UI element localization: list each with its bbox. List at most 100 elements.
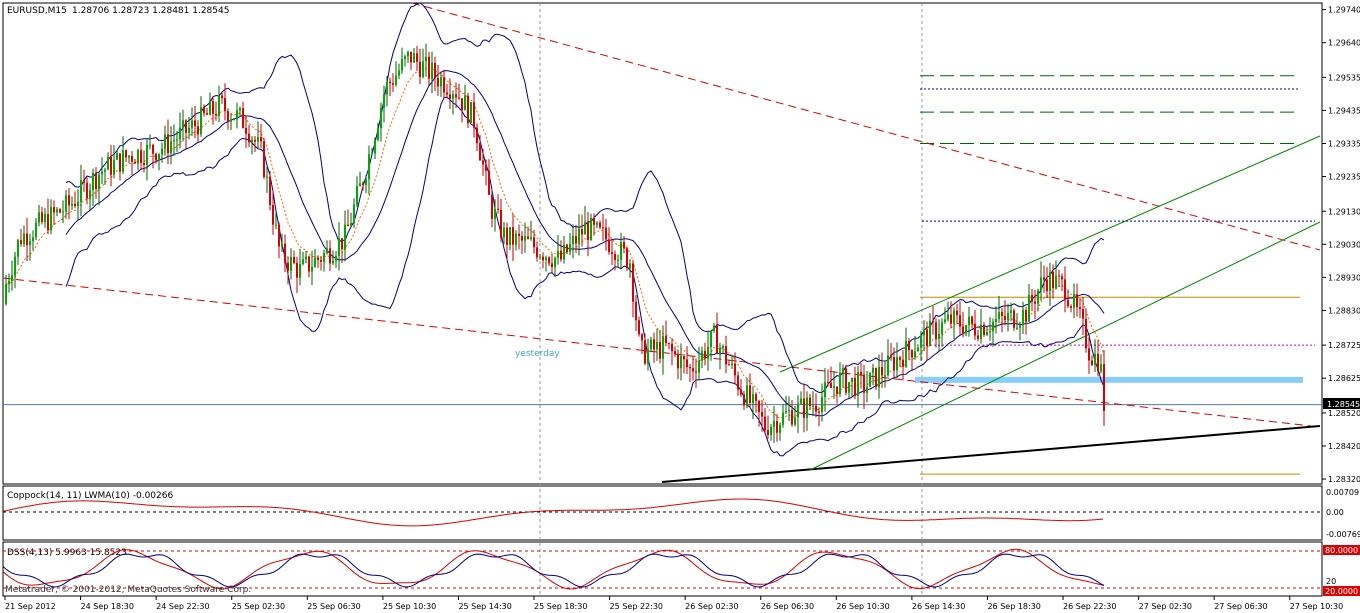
candle-body <box>575 236 577 244</box>
candle-body <box>875 367 877 388</box>
candle-body <box>275 224 277 226</box>
candle-body <box>797 403 799 418</box>
bollinger-middle-band <box>65 70 1105 417</box>
candle-body <box>914 351 916 358</box>
time-tick-label: 26 Sep 14:30 <box>912 602 965 611</box>
candle-body <box>455 94 457 98</box>
candle-body <box>980 324 982 339</box>
candle-body <box>587 222 589 240</box>
candle-body <box>305 256 307 260</box>
candle-body <box>95 173 97 190</box>
candle-body <box>878 366 880 388</box>
candle-body <box>104 169 106 172</box>
candle-body <box>530 237 532 239</box>
candle-body <box>146 145 148 165</box>
moving-average-line <box>5 67 1105 419</box>
candle-body <box>131 155 133 162</box>
candle-body <box>434 63 436 78</box>
candle-body <box>173 140 175 142</box>
candle-body <box>689 367 691 369</box>
candle-body <box>620 241 622 260</box>
candle-body <box>614 253 616 261</box>
candle-body <box>194 120 196 127</box>
candle-body <box>767 430 769 436</box>
candle-body <box>962 326 964 334</box>
candle-body <box>755 394 757 401</box>
dss-title: DSS(4,13) 5.9963 15.8523 <box>7 548 127 558</box>
current-price-label: 1.28545 <box>1327 400 1360 409</box>
candle-body <box>185 120 187 133</box>
candle-body <box>47 213 49 231</box>
price-tick-label: 1.29030 <box>1328 240 1360 249</box>
candle-body <box>578 229 580 244</box>
candle-body <box>635 301 637 321</box>
candle-body <box>299 264 301 278</box>
candle-body <box>386 81 388 95</box>
price-tick-label: 1.29535 <box>1328 73 1360 82</box>
candle-body <box>545 257 547 261</box>
candle-body <box>404 56 406 60</box>
candle-body <box>1091 360 1093 366</box>
candle-body <box>329 248 331 264</box>
candle-body <box>1079 307 1081 310</box>
candle-body <box>650 339 652 350</box>
candle-body <box>338 238 340 257</box>
candle-body <box>674 351 676 355</box>
candle-body <box>1088 348 1090 361</box>
candle-body <box>389 81 391 84</box>
candle-body <box>371 153 373 155</box>
coppock-axis-top: 0.00709 <box>1326 488 1359 497</box>
candle-body <box>119 153 121 172</box>
candle-body <box>887 355 889 376</box>
candle-body <box>44 213 46 222</box>
candle-body <box>140 150 142 163</box>
candle-body <box>989 331 991 333</box>
candle-body <box>503 227 505 238</box>
channel-lower-line <box>809 221 1321 471</box>
horizontal-levels <box>3 75 1322 475</box>
candle-body <box>629 263 631 269</box>
candle-body <box>941 322 943 334</box>
candle-body <box>482 160 484 165</box>
candle-body <box>944 319 946 323</box>
candle-body <box>1037 290 1039 304</box>
time-tick-label: 27 Sep 10:30 <box>1290 602 1343 611</box>
candle-body <box>116 153 118 160</box>
candle-body <box>359 183 361 187</box>
candle-body <box>467 95 469 124</box>
candle-body <box>170 141 172 154</box>
candle-body <box>833 386 835 388</box>
candle-body <box>1085 318 1087 349</box>
candle-body <box>869 372 871 387</box>
candle-body <box>14 256 16 276</box>
candle-body <box>725 345 727 365</box>
candle-body <box>182 120 184 128</box>
candle-body <box>839 372 841 394</box>
candle-body <box>440 77 442 87</box>
candle-body <box>302 259 304 265</box>
candle-body <box>590 217 592 240</box>
candle-body <box>695 371 697 373</box>
candle-body <box>353 204 355 223</box>
candle-body <box>1049 271 1051 292</box>
candle-body <box>647 349 649 364</box>
candle-body <box>401 59 403 71</box>
candle-body <box>107 156 109 170</box>
candle-body <box>422 61 424 77</box>
candle-body <box>605 227 607 240</box>
candle-body <box>272 205 274 225</box>
dss-upper-tag <box>1323 545 1360 555</box>
candle-body <box>122 150 124 172</box>
price-tick-label: 1.29130 <box>1328 207 1360 216</box>
candle-body <box>1022 309 1024 326</box>
candle-body <box>86 182 88 199</box>
candle-body <box>380 107 382 129</box>
candle-body <box>17 240 19 257</box>
candle-body <box>596 222 598 225</box>
candle-body <box>356 186 358 205</box>
time-tick-label: 24 Sep 22:30 <box>156 602 209 611</box>
candle-body <box>227 110 229 122</box>
candle-body <box>938 333 940 340</box>
candle-body <box>65 195 67 212</box>
